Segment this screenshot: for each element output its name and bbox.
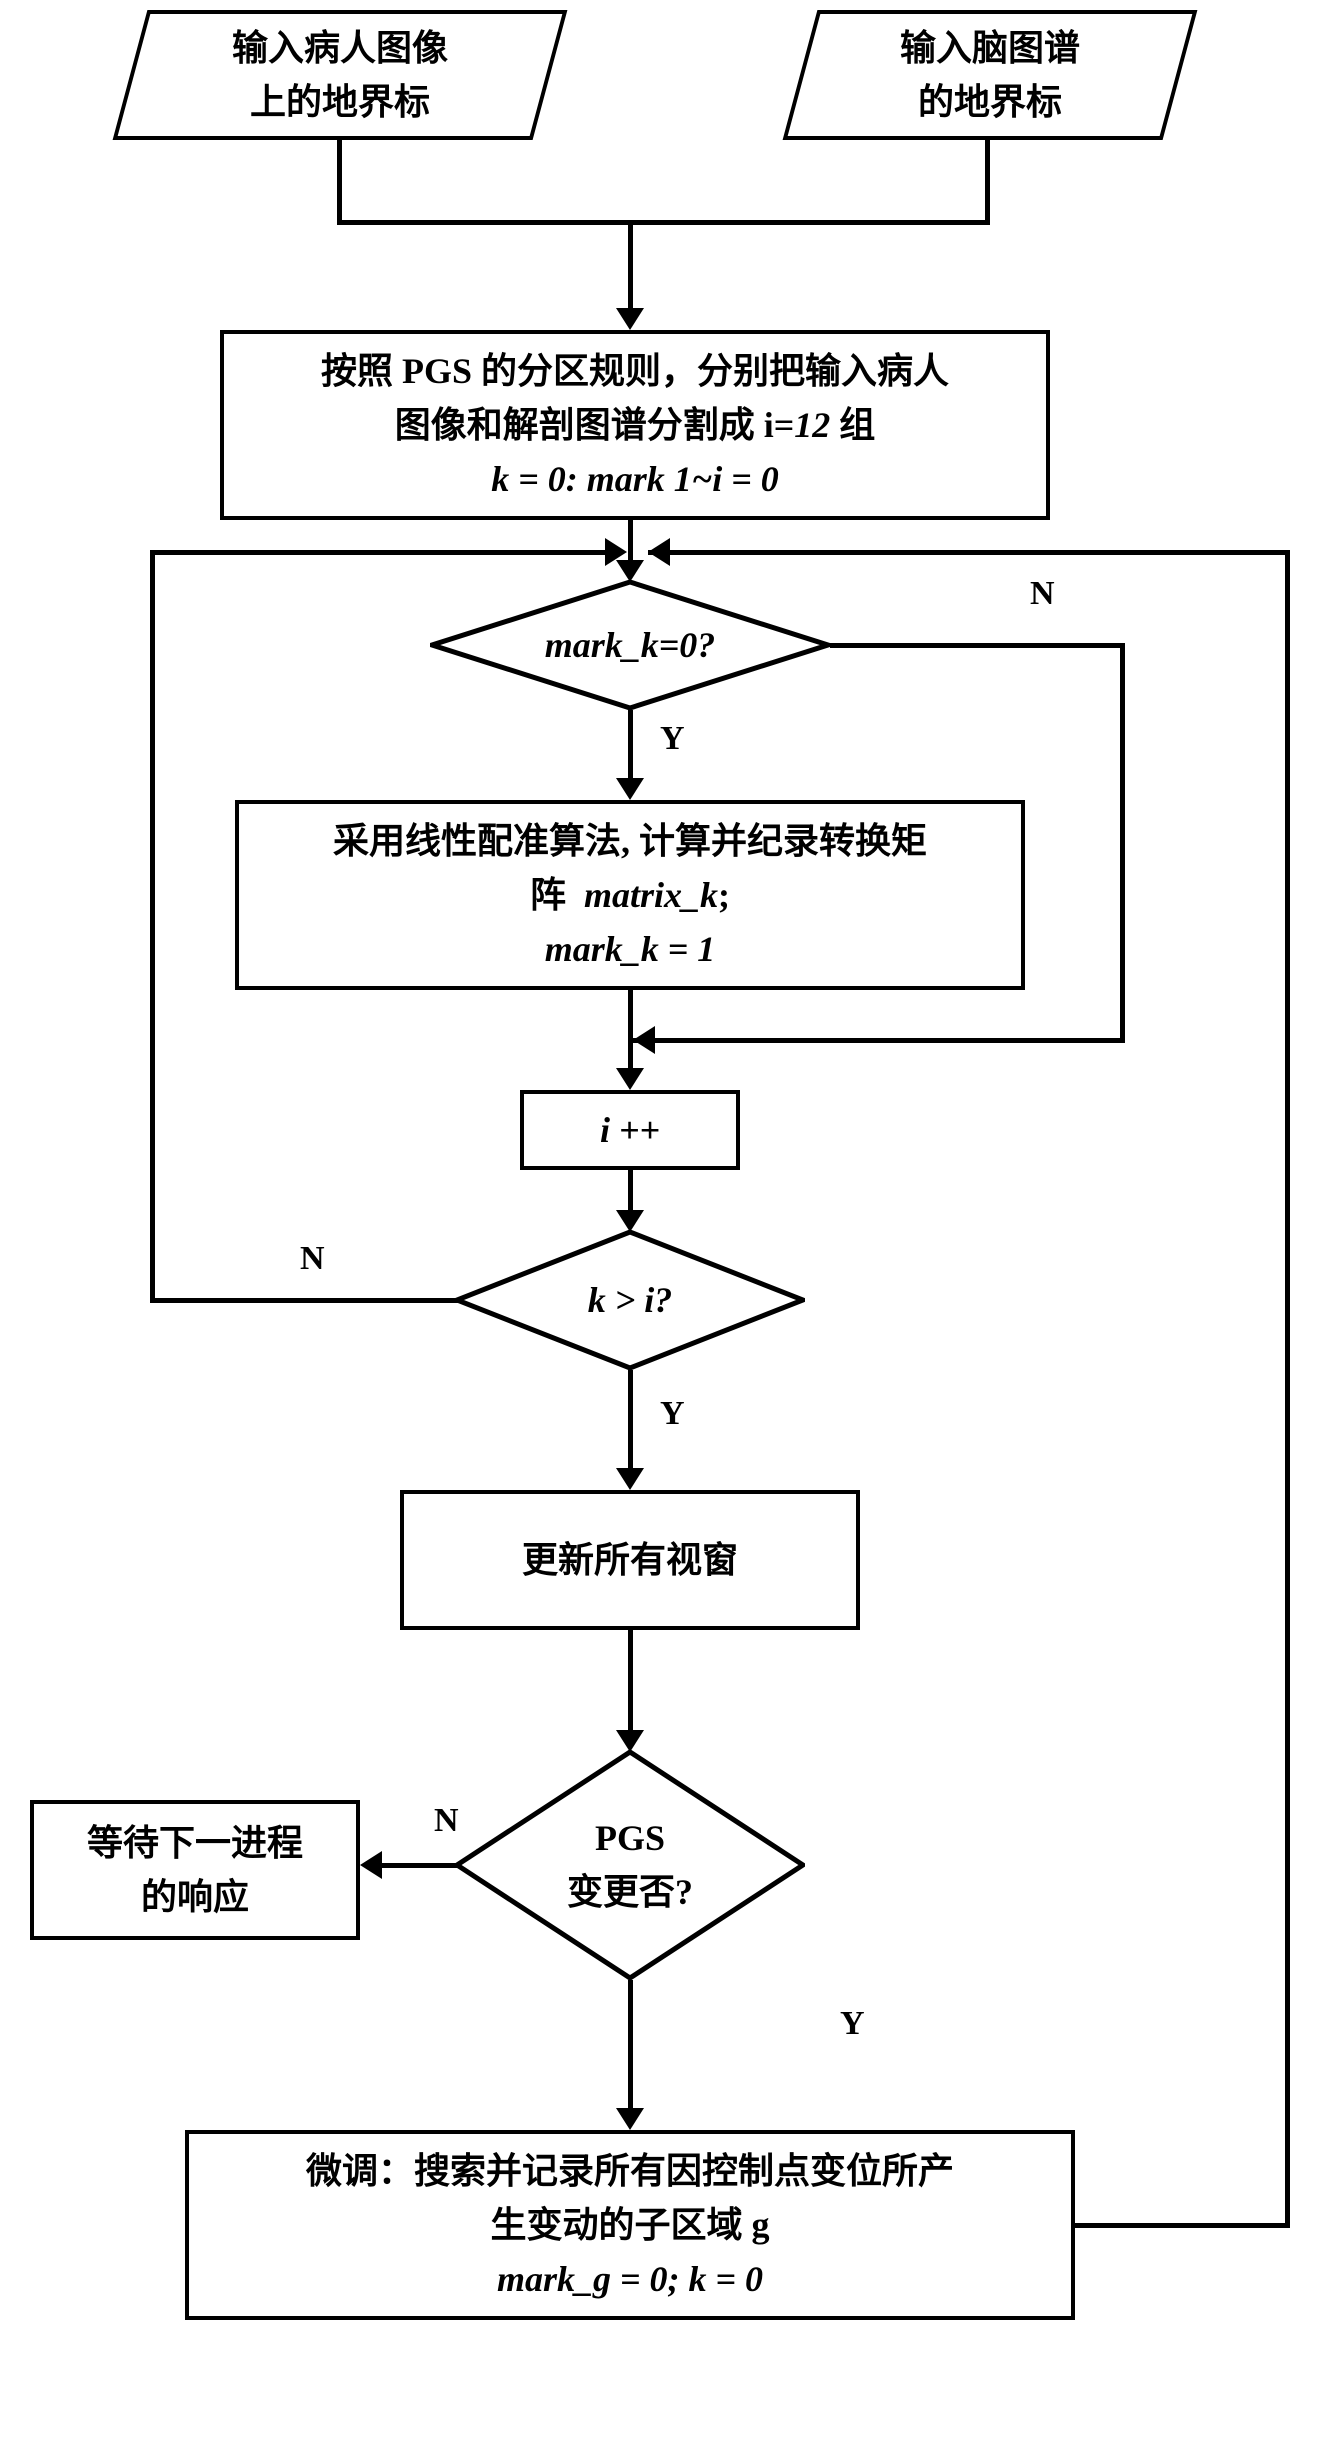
- text-line: 变更否?: [567, 1865, 693, 1919]
- arrow-icon: [616, 308, 644, 330]
- decision-mark-k: mark_k=0?: [430, 580, 830, 710]
- connector: [337, 220, 990, 225]
- text-line: 阵 matrix_k;: [530, 868, 730, 922]
- text-line: 的响应: [141, 1870, 249, 1924]
- arrow-icon: [648, 538, 670, 566]
- text-line: mark_k=0?: [430, 580, 830, 710]
- connector: [150, 1298, 460, 1303]
- connector: [830, 643, 1125, 648]
- connector: [633, 1038, 1125, 1043]
- input-brain-atlas: 输入脑图谱 的地界标: [783, 10, 1198, 140]
- decision-k-gt-i: k > i?: [455, 1230, 805, 1370]
- arrow-icon: [360, 1851, 382, 1879]
- connector: [337, 140, 342, 225]
- connector: [150, 550, 610, 555]
- connector: [648, 550, 1290, 555]
- text-line: PGS: [595, 1811, 665, 1865]
- arrow-icon: [616, 778, 644, 800]
- label-dec1-n: N: [1030, 575, 1055, 613]
- process-update-windows: 更新所有视窗: [400, 1490, 860, 1630]
- connector: [628, 710, 633, 782]
- arrow-icon: [605, 538, 627, 566]
- connector: [628, 1980, 633, 2112]
- process-wait-next: 等待下一进程 的响应: [30, 1800, 360, 1940]
- label-dec3-n: N: [434, 1802, 459, 1840]
- process-fine-tune: 微调：搜索并记录所有因控制点变位所产 生变动的子区域 g mark_g = 0;…: [185, 2130, 1075, 2320]
- process-linear-register: 采用线性配准算法, 计算并纪录转换矩 阵 matrix_k; mark_k = …: [235, 800, 1025, 990]
- text-line: i ++: [600, 1103, 660, 1157]
- text-line: 等待下一进程: [87, 1816, 303, 1870]
- arrow-icon: [616, 1730, 644, 1752]
- arrow-icon: [633, 1026, 655, 1054]
- connector: [1285, 550, 1290, 2228]
- text-line: 更新所有视窗: [522, 1533, 738, 1587]
- connector: [628, 220, 633, 310]
- connector: [628, 1370, 633, 1472]
- connector: [1075, 2223, 1290, 2228]
- connector: [628, 1630, 633, 1738]
- text-line: 的地界标: [900, 75, 1080, 129]
- text-line: 生变动的子区域 g: [490, 2198, 769, 2252]
- connector: [380, 1863, 460, 1868]
- text-line: k > i?: [455, 1230, 805, 1370]
- text-line: 图像和解剖图谱分割成 i=12 组: [395, 398, 876, 452]
- text-line: 输入病人图像: [232, 21, 448, 75]
- connector: [1120, 643, 1125, 1043]
- label-dec2-y: Y: [660, 1395, 685, 1433]
- decision-pgs-change: PGS 变更否?: [455, 1750, 805, 1980]
- label-dec2-n: N: [300, 1240, 325, 1278]
- flowchart: 输入病人图像 上的地界标 输入脑图谱 的地界标 按照 PGS 的分区规则，分别把…: [0, 0, 1334, 2451]
- connector: [150, 550, 155, 1303]
- label-dec3-y: Y: [840, 2005, 865, 2043]
- text-line: 上的地界标: [232, 75, 448, 129]
- input-patient-image: 输入病人图像 上的地界标: [113, 10, 568, 140]
- text-line: 输入脑图谱: [900, 21, 1080, 75]
- arrow-icon: [616, 1468, 644, 1490]
- text-line: k = 0: mark 1~i = 0: [491, 452, 779, 506]
- process-increment: i ++: [520, 1090, 740, 1170]
- label-dec1-y: Y: [660, 720, 685, 758]
- arrow-icon: [616, 1068, 644, 1090]
- text-line: mark_k = 1: [545, 922, 716, 976]
- text-line: mark_g = 0; k = 0: [497, 2252, 763, 2306]
- connector: [985, 140, 990, 225]
- arrow-icon: [616, 2108, 644, 2130]
- arrow-icon: [616, 1210, 644, 1232]
- text-line: 微调：搜索并记录所有因控制点变位所产: [306, 2144, 954, 2198]
- text-line: 采用线性配准算法, 计算并纪录转换矩: [333, 814, 927, 868]
- connector: [628, 990, 633, 1072]
- process-partition: 按照 PGS 的分区规则，分别把输入病人 图像和解剖图谱分割成 i=12 组 k…: [220, 330, 1050, 520]
- text-line: 按照 PGS 的分区规则，分别把输入病人: [321, 344, 949, 398]
